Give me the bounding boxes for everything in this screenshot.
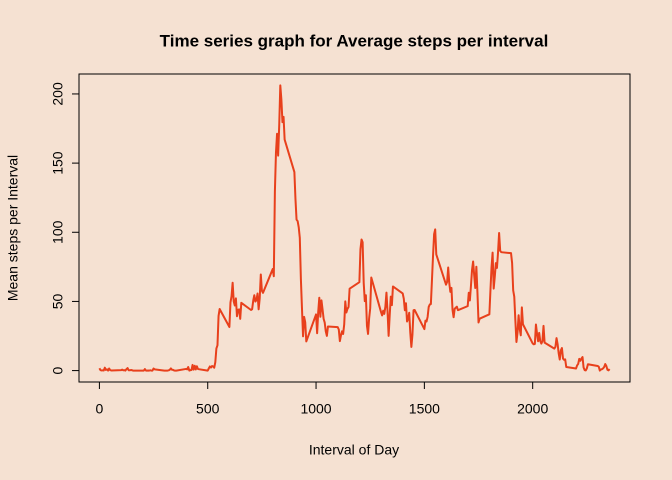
x-tick-label: 2000 (517, 401, 548, 417)
data-line (98, 84, 611, 372)
x-tick-label: 1500 (409, 401, 440, 417)
y-tick-label: 0 (50, 366, 66, 374)
y-tick-label: 150 (50, 151, 66, 175)
y-tick-label: 50 (50, 293, 66, 309)
x-tick-label: 500 (196, 401, 220, 417)
y-tick-label: 200 (50, 82, 66, 106)
y-axis-label: Mean steps per Interval (5, 155, 21, 301)
x-tick-label: 0 (96, 401, 104, 417)
x-axis-label: Interval of Day (309, 442, 399, 458)
y-tick-label: 100 (50, 220, 66, 244)
x-tick-label: 1000 (300, 401, 331, 417)
chart-title: Time series graph for Average steps per … (160, 31, 549, 50)
